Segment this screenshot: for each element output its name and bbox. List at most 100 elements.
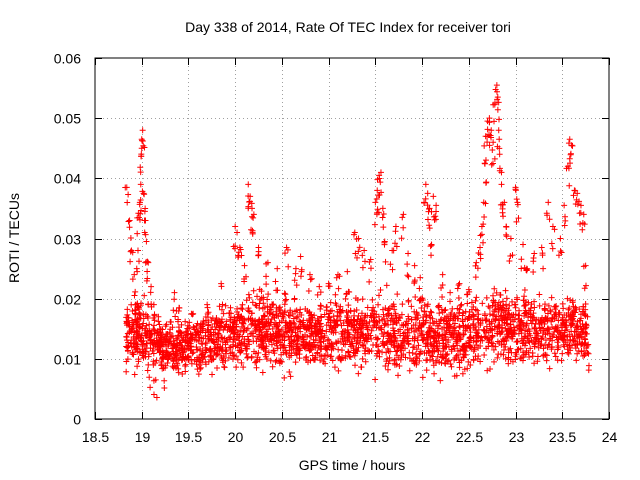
data-point [578, 348, 585, 355]
data-point-spike [480, 239, 487, 246]
data-point [327, 299, 334, 306]
data-point [433, 357, 440, 364]
data-point [315, 318, 322, 325]
data-point [252, 317, 259, 324]
data-point [555, 344, 562, 351]
data-point [533, 316, 540, 323]
data-point [271, 350, 278, 357]
data-point [420, 314, 427, 321]
x-tick-label: 18.5 [82, 429, 109, 445]
data-point [449, 305, 456, 312]
data-point [436, 331, 443, 338]
data-point-spike [205, 321, 212, 328]
y-tick-label: 0 [73, 412, 81, 428]
x-tick-label: 19 [135, 429, 151, 445]
data-point [270, 311, 277, 318]
data-point [467, 362, 474, 369]
data-point [386, 357, 393, 364]
data-point [545, 302, 552, 309]
x-tick-label: 22 [415, 429, 431, 445]
data-point [475, 353, 482, 360]
data-point-spike [523, 266, 530, 273]
data-point [542, 337, 549, 344]
data-point [472, 326, 479, 333]
data-point [302, 355, 309, 362]
data-point [224, 338, 231, 345]
data-point-spike [576, 210, 583, 217]
data-point [330, 329, 337, 336]
data-point-spike [247, 193, 254, 200]
data-point-spike [411, 262, 418, 269]
data-point-spike [481, 160, 488, 167]
data-point [348, 320, 355, 327]
data-point [262, 334, 269, 341]
data-point [352, 295, 359, 302]
data-point [412, 293, 419, 300]
data-point [424, 343, 431, 350]
data-point [223, 318, 230, 325]
data-point [431, 348, 438, 355]
data-point-spike [307, 276, 314, 283]
data-point [163, 348, 170, 355]
data-point [570, 337, 577, 344]
data-point-spike [558, 249, 565, 256]
data-point [124, 311, 131, 318]
data-point [531, 298, 538, 305]
data-point-spike [565, 165, 572, 172]
data-point [146, 321, 153, 328]
data-point [477, 337, 484, 344]
data-point-spike [523, 267, 530, 274]
data-point [444, 324, 451, 331]
data-point-spike [382, 258, 389, 265]
data-point [259, 305, 266, 312]
data-point-spike [237, 246, 244, 253]
data-point [312, 337, 319, 344]
data-point [273, 340, 280, 347]
data-point-spike [171, 289, 178, 296]
data-point [307, 312, 314, 319]
data-point [421, 308, 428, 315]
data-point-spike [496, 145, 503, 152]
data-point [431, 370, 438, 377]
data-point [553, 303, 560, 310]
data-point-spike [393, 243, 400, 250]
data-point [219, 357, 226, 364]
data-point [574, 350, 581, 357]
data-point-spike [439, 294, 446, 301]
data-point [372, 376, 379, 383]
data-point [480, 326, 487, 333]
data-point [130, 351, 137, 358]
data-point-spike [160, 365, 167, 372]
data-point [478, 334, 485, 341]
data-point [225, 334, 232, 341]
data-point [395, 372, 402, 379]
data-point-spike [417, 274, 424, 281]
data-point [443, 318, 450, 325]
data-point [126, 323, 133, 330]
data-point-spike [557, 235, 564, 242]
data-point [563, 323, 570, 330]
data-point [285, 312, 292, 319]
data-point-spike [387, 261, 394, 268]
data-point [248, 353, 255, 360]
data-point [345, 302, 352, 309]
data-point-spike [455, 295, 462, 302]
data-point [381, 315, 388, 322]
data-point [133, 327, 140, 334]
data-point [577, 317, 584, 324]
data-point [576, 306, 583, 313]
data-point [402, 321, 409, 328]
data-point-spike [498, 181, 505, 188]
data-point [327, 353, 334, 360]
data-point [235, 313, 242, 320]
data-point [180, 349, 187, 356]
data-point [230, 352, 237, 359]
data-point [441, 359, 448, 366]
data-point [129, 324, 136, 331]
data-point-spike [135, 210, 142, 217]
x-tick-label: 19.5 [175, 429, 202, 445]
data-point [481, 352, 488, 359]
data-point [211, 340, 218, 347]
data-point [222, 302, 229, 309]
data-point [419, 374, 426, 381]
